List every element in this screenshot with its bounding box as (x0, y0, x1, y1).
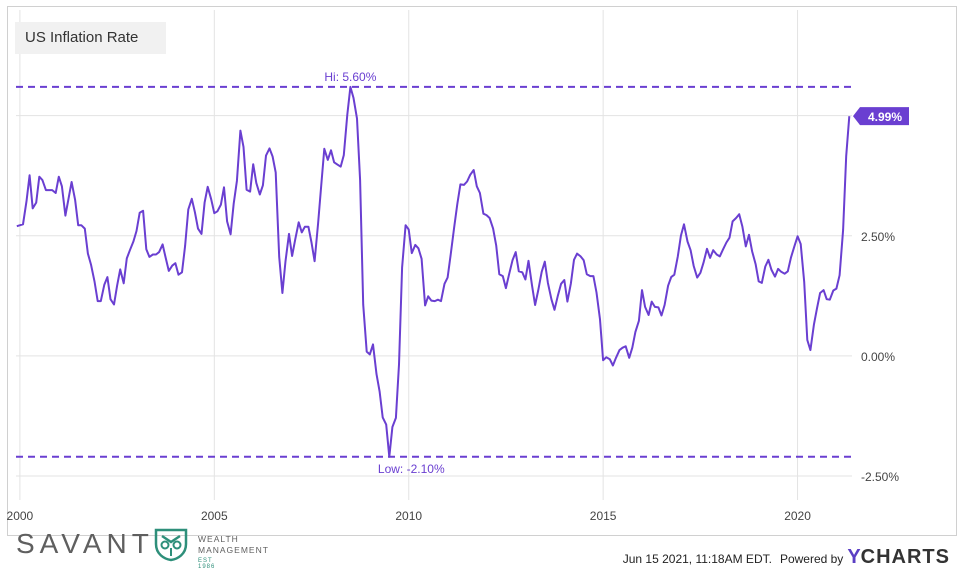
inflation-series-line (16, 85, 851, 458)
x-tick-label: 2015 (590, 509, 617, 523)
y-tick-label: 0.00% (861, 350, 895, 364)
current-value-tag (853, 107, 909, 126)
low-label: Low: -2.10% (378, 462, 445, 476)
high-label: Hi: 5.60% (324, 70, 376, 84)
timestamp: Jun 15 2021, 11:18AM EDT. (622, 552, 772, 566)
powered-by-text: Powered by (779, 552, 844, 566)
management-word: MANAGEMENT (198, 545, 269, 555)
savant-wordmark: SAVANT (16, 528, 154, 559)
ycharts-logo-word[interactable]: CHARTS (860, 546, 950, 568)
footer-credits: Jun 15 2021, 11:18AM EDT. Powered by Y CH… (623, 546, 950, 569)
est-text: EST 1986 (198, 558, 216, 570)
reference-lines: Hi: 5.60% Low: -2.10% (16, 70, 852, 476)
ycharts-logo-y[interactable]: Y (847, 546, 861, 568)
x-tick-label: 2000 (7, 509, 34, 523)
y-tick-label: -2.50% (861, 470, 899, 484)
owl-logo-icon (154, 528, 188, 562)
y-tick-label: 2.50% (861, 230, 895, 244)
x-tick-label: 2005 (201, 509, 228, 523)
line-chart: 5.00%2.50%0.00%-2.50%2000200520102015202… (7, 10, 909, 523)
x-tick-label: 2020 (784, 509, 811, 523)
wealth-management-text: WEALTH MANAGEMENT (198, 534, 269, 556)
current-value-label: 4.99% (868, 110, 902, 124)
x-tick-label: 2010 (395, 509, 422, 523)
current-value-layer: 4.99% (853, 107, 909, 126)
wealth-word: WEALTH (198, 534, 239, 544)
tick-labels: 5.00%2.50%0.00%-2.50%2000200520102015202… (7, 110, 900, 523)
series-layer (16, 85, 851, 458)
chart-title: US Inflation Rate (15, 22, 167, 54)
grid-lines (16, 10, 852, 500)
chart-frame (7, 6, 957, 536)
